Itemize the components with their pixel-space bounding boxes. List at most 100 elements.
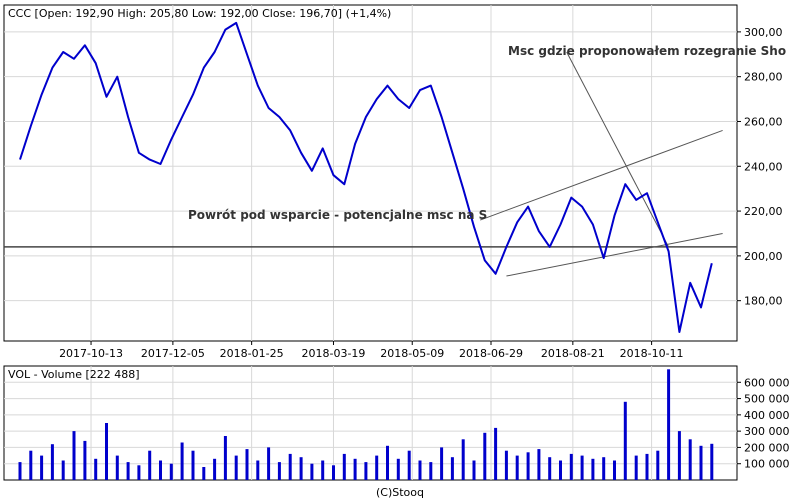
date-tick-label: 2018-08-21 — [541, 347, 605, 360]
volume-bar — [494, 427, 498, 480]
volume-bar — [342, 453, 346, 480]
volume-bar — [137, 465, 141, 480]
volume-tick-label: 300 000 — [744, 425, 790, 438]
volume-bar — [591, 458, 595, 480]
date-tick-label: 2018-03-19 — [302, 347, 366, 360]
price-tick-label: 180,00 — [744, 295, 783, 308]
price-grid — [4, 5, 737, 341]
volume-bar — [202, 467, 206, 480]
volume-bars — [18, 369, 714, 480]
volume-bar — [40, 455, 44, 480]
volume-bar — [267, 447, 271, 480]
volume-tick-label: 500 000 — [744, 393, 790, 406]
volume-bar — [223, 436, 227, 480]
volume-bar — [148, 450, 152, 480]
volume-bar — [191, 450, 195, 480]
date-tick-label: 2017-10-13 — [59, 347, 123, 360]
volume-bar — [321, 460, 325, 480]
price-series — [19, 21, 713, 333]
volume-bar — [159, 460, 162, 480]
price-panel-header: CCC [Open: 192,90 High: 205,80 Low: 192,… — [8, 7, 391, 20]
volume-bar — [396, 458, 400, 480]
channel-upper-line — [480, 129, 723, 221]
date-tick-label: 2018-01-25 — [220, 347, 284, 360]
volume-tick-label: 600 000 — [744, 376, 790, 389]
trend-channel — [480, 51, 723, 277]
volume-bar — [375, 455, 379, 480]
volume-bar — [213, 458, 217, 480]
support-annotation: Powrót pod wsparcie - potencjalne msc na… — [188, 208, 487, 222]
volume-bar — [332, 465, 335, 480]
date-x-ticks: 2017-10-13 2017-12-05 2018-01-25 2018-03-19… — [59, 341, 684, 360]
volume-panel-frame — [3, 365, 738, 481]
volume-bar — [667, 369, 671, 480]
volume-bar — [602, 457, 606, 480]
date-tick-label: 2018-10-11 — [620, 347, 684, 360]
volume-bar — [504, 450, 508, 480]
price-tick-label: 200,00 — [744, 250, 783, 263]
date-tick-label: 2018-06-29 — [459, 347, 523, 360]
volume-bar — [299, 457, 303, 480]
price-tick-label: 240,00 — [744, 160, 783, 173]
volume-tick-label: 200 000 — [744, 441, 790, 454]
arrow-annotation: Msc gdzie proponowałem rozegranie Sho — [508, 44, 786, 58]
volume-bar — [105, 423, 108, 480]
volume-bar — [537, 449, 541, 480]
price-y-ticks: 180,00 200,00 220,00 240,00 260,00 280,00 300,… — [737, 26, 783, 308]
copyright-footer: (C)Stooq — [376, 486, 424, 499]
volume-bar — [710, 443, 714, 480]
volume-bar — [126, 462, 130, 480]
volume-y-ticks: 100 000 200 000 300 000 400 000 500 000 600 0… — [737, 376, 790, 471]
volume-bar — [115, 455, 119, 480]
volume-tick-label: 100 000 — [744, 458, 790, 471]
volume-bar — [440, 447, 444, 480]
volume-bar — [656, 450, 660, 480]
volume-bar — [559, 460, 562, 480]
volume-bar — [645, 453, 649, 480]
volume-bar — [364, 462, 368, 480]
volume-bar — [353, 458, 357, 480]
volume-bar — [569, 453, 573, 480]
arrow-pointer-line — [566, 51, 670, 248]
channel-lower-line — [506, 232, 723, 277]
volume-bar — [386, 445, 389, 480]
volume-bar — [526, 452, 530, 480]
price-panel-frame — [3, 4, 738, 342]
volume-bar — [429, 462, 433, 480]
volume-bar — [677, 431, 681, 480]
volume-bar — [83, 440, 87, 480]
volume-tick-label: 400 000 — [744, 409, 790, 422]
volume-bar — [169, 463, 173, 480]
volume-bar — [699, 445, 703, 480]
volume-bar — [256, 460, 260, 480]
price-tick-label: 220,00 — [744, 205, 783, 218]
price-tick-label: 260,00 — [744, 115, 783, 128]
volume-bar — [72, 431, 76, 480]
volume-bar — [613, 460, 616, 480]
volume-bar — [634, 455, 638, 480]
price-line — [19, 21, 713, 333]
volume-bar — [548, 457, 552, 480]
volume-bar — [461, 439, 465, 480]
volume-bar — [180, 442, 184, 480]
volume-bar — [50, 444, 54, 480]
volume-bar — [94, 458, 98, 480]
volume-bar — [418, 460, 422, 480]
volume-bar — [29, 450, 33, 480]
volume-bar — [688, 439, 692, 480]
date-tick-label: 2018-05-09 — [380, 347, 444, 360]
volume-bar — [18, 462, 22, 480]
volume-bar — [483, 432, 487, 480]
volume-bar — [623, 401, 627, 480]
volume-bar — [234, 455, 238, 480]
price-tick-label: 300,00 — [744, 26, 783, 39]
volume-bar — [450, 457, 454, 480]
volume-bar — [245, 449, 249, 480]
volume-bar — [277, 462, 281, 480]
volume-bar — [61, 460, 65, 480]
volume-panel-header: VOL - Volume [222 488] — [8, 368, 140, 381]
volume-bar — [310, 463, 314, 480]
volume-bar — [407, 450, 411, 480]
date-tick-label: 2017-12-05 — [141, 347, 205, 360]
